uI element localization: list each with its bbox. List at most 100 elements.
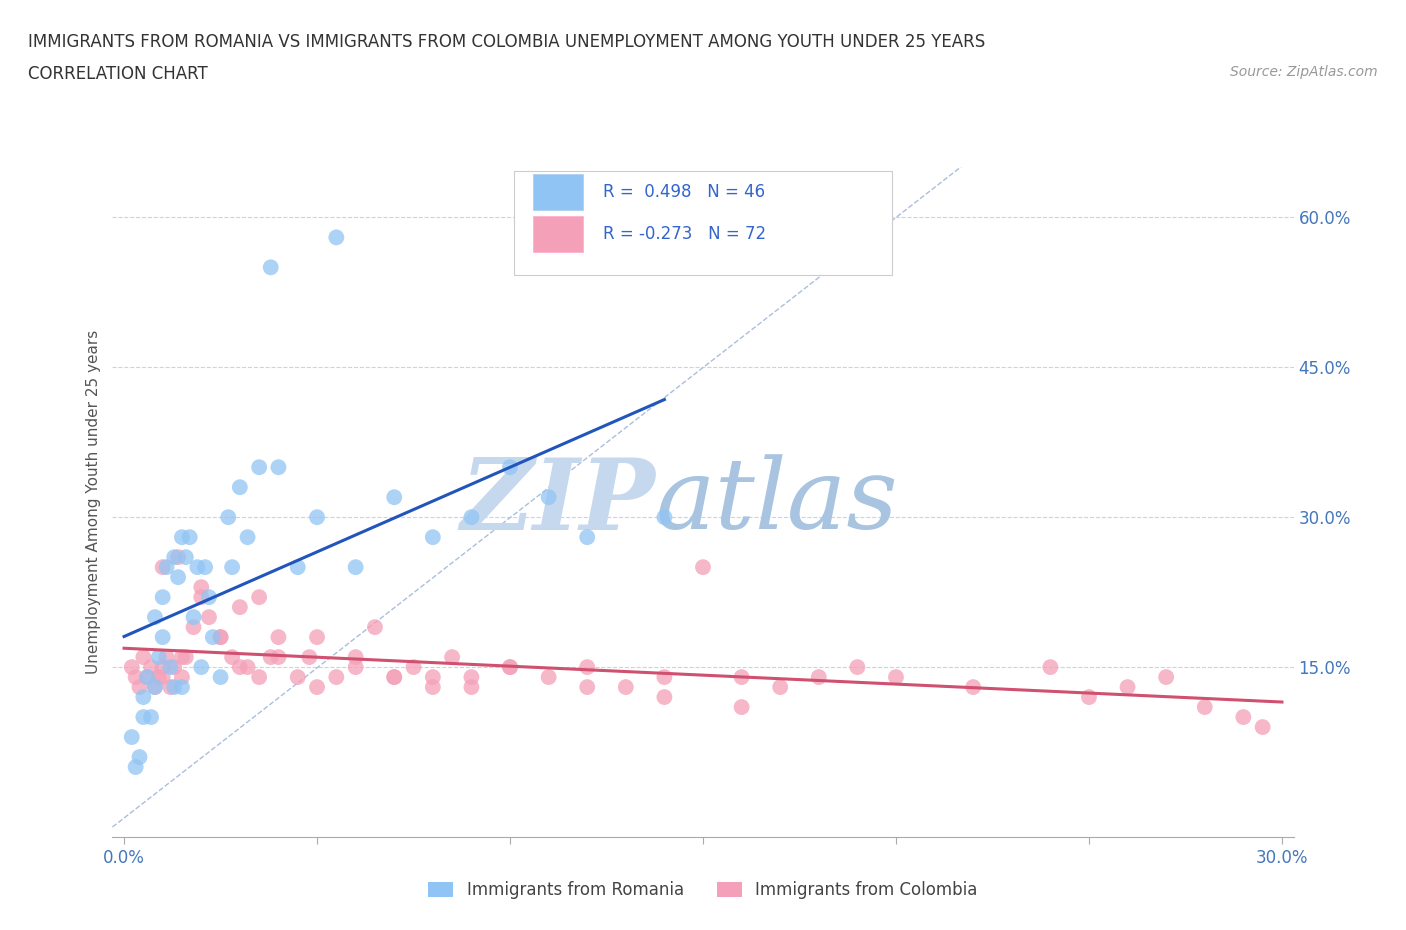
Text: CORRELATION CHART: CORRELATION CHART: [28, 65, 208, 83]
Point: [124, 670, 146, 684]
Point: [132, 650, 155, 665]
Point: [1039, 659, 1062, 674]
Point: [769, 680, 792, 695]
Point: [209, 630, 232, 644]
Point: [614, 680, 637, 695]
Point: [1232, 710, 1254, 724]
Point: [460, 670, 482, 684]
Point: [422, 680, 444, 695]
Point: [344, 659, 367, 674]
Point: [287, 560, 309, 575]
Point: [247, 590, 270, 604]
Point: [132, 710, 155, 724]
Point: [152, 630, 174, 644]
Point: [139, 710, 162, 724]
Point: [267, 459, 290, 474]
Legend: Immigrants from Romania, Immigrants from Colombia: Immigrants from Romania, Immigrants from…: [422, 874, 984, 906]
Point: [198, 590, 221, 604]
Point: [382, 670, 405, 684]
Point: [730, 670, 752, 684]
Point: [148, 670, 170, 684]
Point: [190, 659, 212, 674]
Point: [884, 670, 907, 684]
Point: [1251, 720, 1274, 735]
Point: [148, 650, 170, 665]
Text: Source: ZipAtlas.com: Source: ZipAtlas.com: [1230, 65, 1378, 79]
Point: [1154, 670, 1177, 684]
Point: [124, 760, 146, 775]
Point: [260, 259, 283, 274]
Point: [152, 670, 174, 684]
Point: [128, 680, 150, 695]
FancyBboxPatch shape: [533, 174, 582, 209]
Point: [190, 590, 212, 604]
Point: [155, 560, 177, 575]
Point: [576, 680, 599, 695]
Point: [170, 680, 193, 695]
Point: [247, 670, 270, 684]
Point: [139, 659, 162, 674]
Point: [170, 650, 193, 665]
Point: [198, 610, 221, 625]
Point: [247, 459, 270, 474]
Point: [402, 659, 425, 674]
Point: [846, 659, 869, 674]
Point: [305, 630, 328, 644]
Point: [217, 510, 239, 525]
Point: [576, 530, 599, 545]
Point: [183, 610, 205, 625]
Point: [170, 670, 193, 684]
Point: [155, 650, 177, 665]
Point: [962, 680, 984, 695]
Point: [499, 659, 522, 674]
Point: [170, 530, 193, 545]
Point: [537, 490, 560, 505]
Point: [325, 670, 347, 684]
Point: [654, 510, 676, 525]
Text: R = -0.273   N = 72: R = -0.273 N = 72: [603, 225, 766, 244]
Text: IMMIGRANTS FROM ROMANIA VS IMMIGRANTS FROM COLOMBIA UNEMPLOYMENT AMONG YOUTH UND: IMMIGRANTS FROM ROMANIA VS IMMIGRANTS FR…: [28, 33, 986, 50]
Point: [382, 490, 405, 505]
Point: [152, 560, 174, 575]
Point: [499, 659, 522, 674]
Point: [174, 550, 197, 565]
Point: [143, 680, 166, 695]
Point: [194, 560, 217, 575]
Point: [287, 670, 309, 684]
Point: [305, 680, 328, 695]
Point: [1116, 680, 1139, 695]
Point: [325, 230, 347, 245]
Point: [167, 550, 190, 565]
Point: [692, 560, 714, 575]
Text: R =  0.498   N = 46: R = 0.498 N = 46: [603, 183, 765, 201]
Point: [382, 670, 405, 684]
Point: [183, 619, 205, 634]
Point: [260, 650, 283, 665]
Point: [167, 570, 190, 585]
Point: [163, 680, 186, 695]
Point: [344, 650, 367, 665]
Point: [460, 680, 482, 695]
Point: [460, 510, 482, 525]
Point: [236, 530, 259, 545]
Point: [201, 630, 224, 644]
Point: [229, 659, 252, 674]
Point: [128, 750, 150, 764]
Point: [121, 659, 143, 674]
Point: [186, 560, 208, 575]
Point: [209, 670, 232, 684]
Point: [143, 610, 166, 625]
Point: [441, 650, 464, 665]
Y-axis label: Unemployment Among Youth under 25 years: Unemployment Among Youth under 25 years: [86, 330, 101, 674]
Point: [730, 699, 752, 714]
Point: [229, 480, 252, 495]
Point: [136, 670, 159, 684]
Point: [136, 670, 159, 684]
Point: [576, 659, 599, 674]
Point: [159, 680, 181, 695]
Point: [236, 659, 259, 674]
Point: [179, 530, 201, 545]
Point: [132, 690, 155, 705]
Point: [163, 659, 186, 674]
Point: [537, 670, 560, 684]
